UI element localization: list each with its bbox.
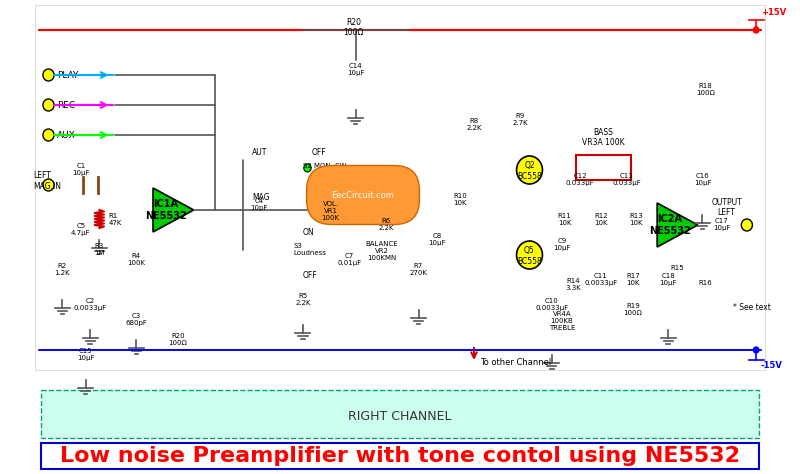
Text: C11
0.0033µF: C11 0.0033µF xyxy=(584,273,618,286)
Text: R1
47K: R1 47K xyxy=(109,213,122,226)
Text: C17
10µF: C17 10µF xyxy=(713,218,730,231)
Text: BASS
VR3A 100K: BASS VR3A 100K xyxy=(582,128,625,147)
Text: VR4A
100KB
TREBLE: VR4A 100KB TREBLE xyxy=(549,311,575,331)
Circle shape xyxy=(754,27,759,33)
Text: R16: R16 xyxy=(698,280,712,286)
Text: C10
0.0033µF: C10 0.0033µF xyxy=(535,298,568,311)
Circle shape xyxy=(517,156,542,184)
Text: R10
10K: R10 10K xyxy=(454,193,467,206)
Text: R9
2.7K: R9 2.7K xyxy=(513,113,528,126)
Polygon shape xyxy=(153,188,194,232)
Text: R7
270K: R7 270K xyxy=(410,263,427,276)
Polygon shape xyxy=(657,203,698,247)
Text: REC: REC xyxy=(57,100,75,109)
Text: C7
0.01µF: C7 0.01µF xyxy=(337,253,362,266)
Text: ON: ON xyxy=(312,178,324,187)
Text: Q2
BC558: Q2 BC558 xyxy=(517,161,542,181)
Text: RIGHT CHANNEL: RIGHT CHANNEL xyxy=(348,410,452,422)
Text: PLAY: PLAY xyxy=(57,71,78,80)
Text: R5
2.2K: R5 2.2K xyxy=(295,293,310,306)
FancyBboxPatch shape xyxy=(576,155,631,180)
Text: C14
10µF: C14 10µF xyxy=(347,63,364,76)
Text: OUTPUT
LEFT: OUTPUT LEFT xyxy=(711,198,742,217)
Text: C9
10µF: C9 10µF xyxy=(553,238,570,251)
Text: R17
10K: R17 10K xyxy=(626,273,640,286)
Text: R20
100Ω: R20 100Ω xyxy=(343,18,364,37)
Text: S2 MON. SW: S2 MON. SW xyxy=(303,163,346,169)
Text: C4
10pF: C4 10pF xyxy=(250,198,268,211)
Text: AUT: AUT xyxy=(252,148,267,157)
Text: BALANCE
VR2
100KMN: BALANCE VR2 100KMN xyxy=(365,241,398,261)
Text: OFF: OFF xyxy=(312,148,326,157)
Text: OFF: OFF xyxy=(303,271,318,280)
Text: R4
100K: R4 100K xyxy=(127,253,146,266)
Text: EecCircuit.com: EecCircuit.com xyxy=(331,191,394,200)
Text: C5
4.7µF: C5 4.7µF xyxy=(71,223,90,236)
Text: VOL.
VR1
100K: VOL. VR1 100K xyxy=(322,201,340,221)
Circle shape xyxy=(742,219,753,231)
Text: C15
10µF: C15 10µF xyxy=(77,348,94,361)
Circle shape xyxy=(43,69,54,81)
Text: Q5
BC558: Q5 BC558 xyxy=(517,246,542,266)
Text: R12
10K: R12 10K xyxy=(594,213,607,226)
Circle shape xyxy=(754,347,759,353)
Text: R3
1M: R3 1M xyxy=(94,243,105,256)
Text: AUX: AUX xyxy=(57,130,75,139)
Text: MAG: MAG xyxy=(252,193,270,202)
Text: C12
0.033µF: C12 0.033µF xyxy=(566,173,594,186)
Text: LEFT
MAG.IN: LEFT MAG.IN xyxy=(33,171,61,191)
Text: -15V: -15V xyxy=(761,361,782,370)
Text: IC1A
NE5532: IC1A NE5532 xyxy=(145,199,187,221)
FancyBboxPatch shape xyxy=(34,5,766,370)
Text: S3
Loudness: S3 Loudness xyxy=(294,243,326,256)
Text: C1
10µF: C1 10µF xyxy=(72,163,90,176)
Text: To other Channel: To other Channel xyxy=(481,358,552,367)
Text: R13
10K: R13 10K xyxy=(629,213,642,226)
Text: C3
680pF: C3 680pF xyxy=(126,313,147,326)
Text: R2
1.2K: R2 1.2K xyxy=(54,263,70,276)
FancyBboxPatch shape xyxy=(41,443,759,469)
Text: R8
2.2K: R8 2.2K xyxy=(466,118,482,131)
Circle shape xyxy=(43,99,54,111)
Text: C2
0.0033µF: C2 0.0033µF xyxy=(74,298,106,311)
Text: ON: ON xyxy=(303,228,314,237)
Text: R6
2.2K: R6 2.2K xyxy=(378,218,394,231)
Circle shape xyxy=(304,164,311,172)
Text: C6
0.001µF: C6 0.001µF xyxy=(321,183,350,196)
Text: C16
10µF: C16 10µF xyxy=(694,173,711,186)
Circle shape xyxy=(517,241,542,269)
Text: C8
10µF: C8 10µF xyxy=(428,233,446,246)
Text: C13
0.033µF: C13 0.033µF xyxy=(612,173,641,186)
Text: * See text: * See text xyxy=(733,303,771,312)
Text: R14
3.3K: R14 3.3K xyxy=(565,278,581,291)
Text: Low noise Preamplifier with tone contol using NE5532: Low noise Preamplifier with tone contol … xyxy=(60,446,740,466)
Text: C18
10µF: C18 10µF xyxy=(659,273,677,286)
Text: R18
100Ω: R18 100Ω xyxy=(696,83,714,96)
Text: R19
100Ω: R19 100Ω xyxy=(624,303,642,316)
Text: R11
10K: R11 10K xyxy=(558,213,571,226)
FancyBboxPatch shape xyxy=(41,390,759,438)
Text: +15V: +15V xyxy=(761,8,786,17)
Circle shape xyxy=(43,179,54,191)
Text: R15: R15 xyxy=(670,265,684,271)
Text: IC2A
NE5532: IC2A NE5532 xyxy=(650,214,691,236)
Circle shape xyxy=(43,129,54,141)
Text: R20
100Ω: R20 100Ω xyxy=(169,333,187,346)
